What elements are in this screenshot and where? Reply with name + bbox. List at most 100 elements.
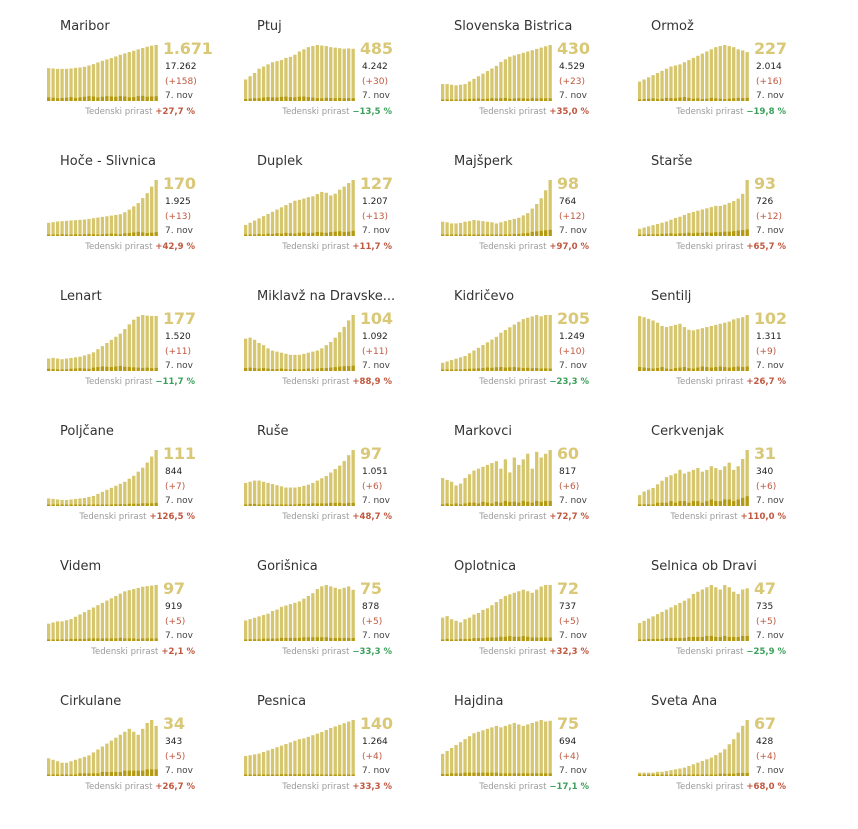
active-cases-bar (145, 722, 149, 776)
date-label: 7. nov (165, 766, 193, 776)
active-cases-bar (329, 47, 333, 101)
new-cases-bar (494, 772, 499, 776)
total-cases-value: 343 (165, 737, 183, 747)
new-cases-bar (347, 774, 351, 776)
new-cases-bar (512, 98, 516, 101)
new-cases-bar (673, 502, 678, 506)
new-cases-bar (279, 774, 284, 776)
active-cases-bar (141, 315, 145, 371)
active-cases-bar (261, 752, 266, 776)
new-cases-bar (544, 773, 548, 776)
new-cases-bar (727, 98, 731, 101)
date-label: 7. nov (756, 766, 784, 776)
weekly-growth-value: +88,9 % (352, 377, 392, 387)
weekly-growth-label: Tedenski prirast (282, 377, 350, 387)
active-cases-bar (275, 209, 279, 236)
new-cases-bar (342, 774, 346, 776)
new-cases-value: (+12) (559, 212, 586, 222)
new-cases-bar (700, 502, 704, 506)
new-cases-bar (458, 638, 463, 641)
municipality-panel: Sveta Ana 67 428 (+4) 7. nov Tedenski prirast… (638, 694, 834, 829)
active-cases-bar (297, 199, 302, 236)
active-cases-bar (302, 353, 306, 371)
municipality-name: Oplotnica (454, 559, 517, 574)
active-cases-bar (535, 204, 539, 236)
date-label: 7. nov (559, 766, 587, 776)
new-cases-bar (512, 233, 516, 236)
total-cases-value: 4.242 (362, 62, 388, 72)
active-cases-bar (141, 48, 145, 101)
active-cases-bar (141, 198, 145, 236)
new-cases-bar (100, 366, 105, 371)
new-cases-bar (60, 504, 64, 506)
municipality-panel: Videm 97 919 (+5) 7. nov Tedenski prirast +2,1… (47, 559, 243, 694)
new-cases-bar (449, 369, 454, 371)
new-cases-bar (638, 99, 642, 101)
new-cases-bar (732, 231, 736, 236)
new-cases-bar (508, 636, 512, 641)
active-cases-bar (526, 591, 530, 641)
active-cases-bar (47, 498, 51, 506)
new-cases-bar (257, 98, 261, 101)
new-cases-bar (714, 636, 718, 641)
new-cases-bar (490, 234, 494, 236)
date-label: 7. nov (559, 361, 587, 371)
new-cases-bar (741, 497, 745, 506)
new-cases-bar (539, 501, 543, 506)
new-cases-bar (530, 773, 534, 776)
active-cases-bar (673, 769, 678, 776)
new-cases-bar (660, 98, 664, 101)
weekly-growth: Tedenski prirast −17,1 % (479, 782, 589, 792)
active-cases-bar (472, 470, 476, 506)
active-cases-bar (642, 620, 646, 641)
active-cases-bar (266, 64, 270, 101)
new-cases-bar (539, 368, 543, 371)
active-cases-bar (252, 617, 257, 641)
weekly-growth: Tedenski prirast +32,3 % (479, 647, 589, 657)
new-cases-bar (96, 773, 100, 776)
active-cases-bar (638, 228, 642, 236)
active-cases-bar (503, 221, 507, 236)
new-cases-bar (481, 368, 485, 371)
new-cases-bar (508, 501, 512, 506)
active-cases-bar (741, 317, 745, 371)
municipality-panel: Majšperk 98 764 (+12) 7. nov Tedenski prirast… (441, 154, 637, 289)
active-cases-bar (655, 484, 660, 506)
active-cases-bar (347, 455, 351, 506)
active-cases-bar (655, 223, 660, 236)
total-cases-value: 1.207 (362, 197, 388, 207)
active-cases-bar (490, 68, 494, 101)
active-cases-bar (132, 319, 136, 371)
active-cases-bar (664, 327, 669, 371)
new-cases-bar (673, 368, 678, 371)
active-cases-bar (467, 736, 472, 776)
total-cases-value: 1.249 (559, 332, 585, 342)
active-cases-bar (454, 620, 458, 641)
active-cases-bar (517, 217, 521, 236)
date-label: 7. nov (756, 91, 784, 101)
active-cases-bar (517, 724, 521, 776)
municipality-panel: Maribor 1.671 17.262 (+158) 7. nov Tedenski p… (47, 19, 243, 154)
active-cases-bar (673, 605, 678, 641)
new-cases-bar (669, 501, 673, 506)
active-cases-bar (51, 222, 55, 236)
new-cases-bar (642, 774, 646, 776)
new-cases-bar (655, 774, 660, 776)
new-cases-bar (494, 501, 499, 506)
new-cases-bar (741, 230, 745, 236)
active-cases-bar (499, 222, 503, 236)
active-cases-value: 75 (557, 714, 579, 733)
new-cases-bar (526, 636, 530, 641)
new-cases-bar (315, 368, 319, 371)
active-cases-bar (51, 357, 55, 371)
active-cases-value: 1.671 (163, 39, 213, 58)
new-cases-bar (324, 503, 328, 506)
new-cases-bar (132, 367, 136, 371)
active-cases-bar (441, 753, 445, 776)
active-cases-bar (302, 49, 306, 101)
active-cases-bar (69, 619, 73, 641)
new-cases-bar (60, 234, 64, 236)
new-cases-bar (687, 232, 691, 236)
new-cases-bar (646, 98, 651, 101)
new-cases-bar (467, 772, 472, 776)
